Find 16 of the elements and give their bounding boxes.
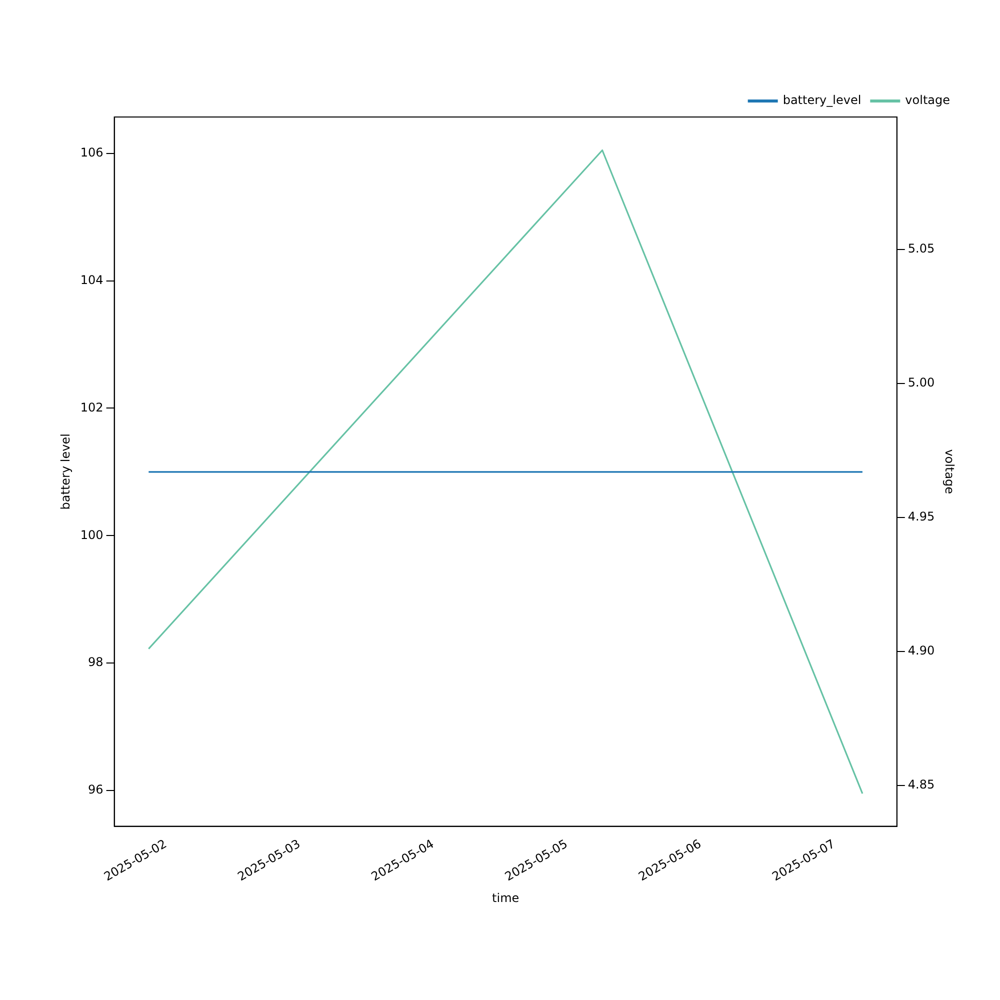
y2-tick-label: 4.95 [908,510,935,524]
y-tick-label: 104 [80,272,104,287]
y2-axis-title: voltage [942,449,957,494]
x-axis-title: time [492,890,520,905]
y-tick-label: 96 [88,782,104,797]
legend-label: voltage [905,93,950,108]
y-tick-label: 100 [80,528,104,542]
y2-tick-label: 4.85 [908,778,935,792]
y-axis-title: battery level [58,434,72,510]
y-tick-label: 106 [80,145,104,160]
y2-tick-label: 5.05 [908,242,935,256]
legend-label: battery_level [782,93,862,108]
y2-tick-label: 5.00 [908,376,935,390]
y-tick-label: 98 [88,655,104,670]
y-tick-label: 102 [80,400,104,414]
y2-tick-label: 4.90 [908,644,935,658]
